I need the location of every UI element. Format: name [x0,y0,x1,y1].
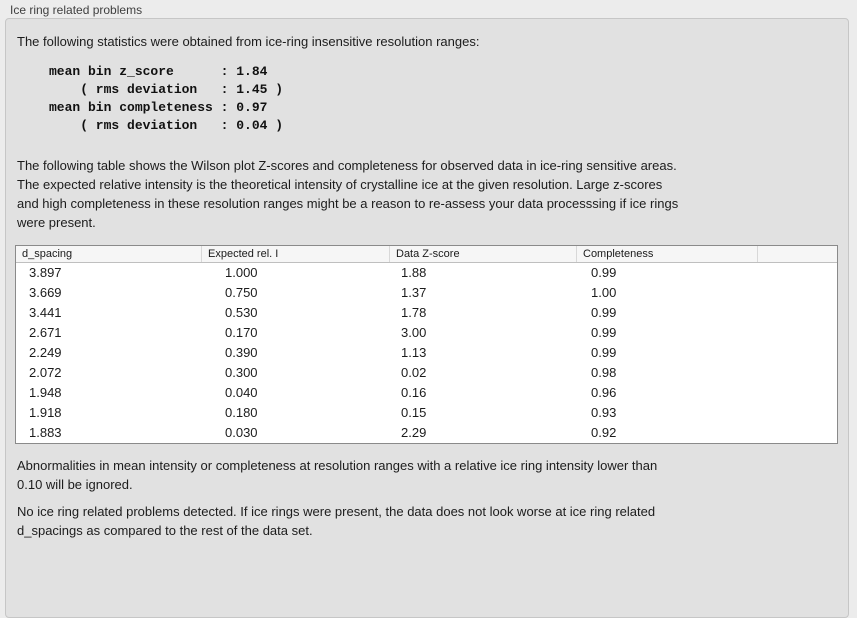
table-cell: 0.040 [225,385,258,400]
conclusion-text: No ice ring related problems detected. I… [17,504,656,538]
table-cell: 3.00 [401,325,427,340]
table-cell: 0.92 [591,425,617,440]
column-header-empty[interactable] [757,246,837,262]
table-cell [757,303,837,323]
table-cell [757,343,837,363]
table-cell: 0.02 [401,365,427,380]
table-row[interactable]: 2.671 0.170 3.00 0.99 [16,323,837,343]
table-cell: 1.883 [29,425,62,440]
table-cell: 3.897 [29,265,62,280]
table-row[interactable]: 3.897 1.000 1.88 0.99 [16,263,837,283]
column-header-completeness[interactable]: Completeness [576,246,757,262]
table-cell: 1.948 [29,385,62,400]
table-cell: 0.170 [225,325,258,340]
table-cell: 1.78 [401,305,427,320]
table-cell: 1.13 [401,345,427,360]
table-cell [757,363,837,383]
table-cell: 0.300 [225,365,258,380]
table-cell [757,403,837,423]
ice-ring-table: d_spacing Expected rel. I Data Z-score C… [15,245,838,444]
table-cell: 0.99 [591,265,617,280]
column-header-data-z-score[interactable]: Data Z-score [389,246,576,262]
table-cell: 2.072 [29,365,62,380]
table-cell [757,263,837,283]
table-description-text: The following table shows the Wilson plo… [17,158,679,230]
table-cell: 3.441 [29,305,62,320]
table-cell: 1.000 [225,265,258,280]
table-cell: 0.98 [591,365,617,380]
table-row[interactable]: 2.072 0.300 0.02 0.98 [16,363,837,383]
table-cell: 2.671 [29,325,62,340]
column-header-expected-rel-i[interactable]: Expected rel. I [201,246,389,262]
table-cell: 1.37 [401,285,427,300]
table-cell [757,323,837,343]
table-cell: 2.249 [29,345,62,360]
table-row[interactable]: 3.441 0.530 1.78 0.99 [16,303,837,323]
table-cell [757,283,837,303]
stats-summary-block: mean bin z_score : 1.84 ( rms deviation … [49,64,284,133]
table-row[interactable]: 3.669 0.750 1.37 1.00 [16,283,837,303]
table-header-row: d_spacing Expected rel. I Data Z-score C… [16,246,837,263]
table-cell: 1.00 [591,285,617,300]
table-cell: 0.99 [591,305,617,320]
table-cell: 0.93 [591,405,617,420]
groupbox-title: Ice ring related problems [10,3,143,17]
table-cell: 0.750 [225,285,258,300]
table-cell: 0.96 [591,385,617,400]
table-cell: 0.530 [225,305,258,320]
table-cell: 0.180 [225,405,258,420]
table-cell: 3.669 [29,285,62,300]
table-cell: 0.16 [401,385,427,400]
table-cell [757,423,837,443]
table-cell: 0.15 [401,405,427,420]
table-row[interactable]: 1.918 0.180 0.15 0.93 [16,403,837,423]
table-cell: 1.88 [401,265,427,280]
column-header-d-spacing[interactable]: d_spacing [22,248,73,260]
table-cell: 2.29 [401,425,427,440]
table-cell: 0.390 [225,345,258,360]
table-row[interactable]: 1.883 0.030 2.29 0.92 [16,423,837,443]
stats-intro-text: The following statistics were obtained f… [17,34,480,49]
table-row[interactable]: 2.249 0.390 1.13 0.99 [16,343,837,363]
table-body: 3.897 1.000 1.88 0.99 3.669 0.750 1.37 1.00 3.44… [16,263,837,443]
table-cell [757,383,837,403]
table-cell: 0.030 [225,425,258,440]
table-row[interactable]: 1.948 0.040 0.16 0.96 [16,383,837,403]
table-cell: 0.99 [591,325,617,340]
ice-ring-panel: The following statistics were obtained f… [5,18,849,618]
ignore-threshold-note: Abnormalities in mean intensity or compl… [17,458,658,492]
table-cell: 0.99 [591,345,617,360]
table-cell: 1.918 [29,405,62,420]
